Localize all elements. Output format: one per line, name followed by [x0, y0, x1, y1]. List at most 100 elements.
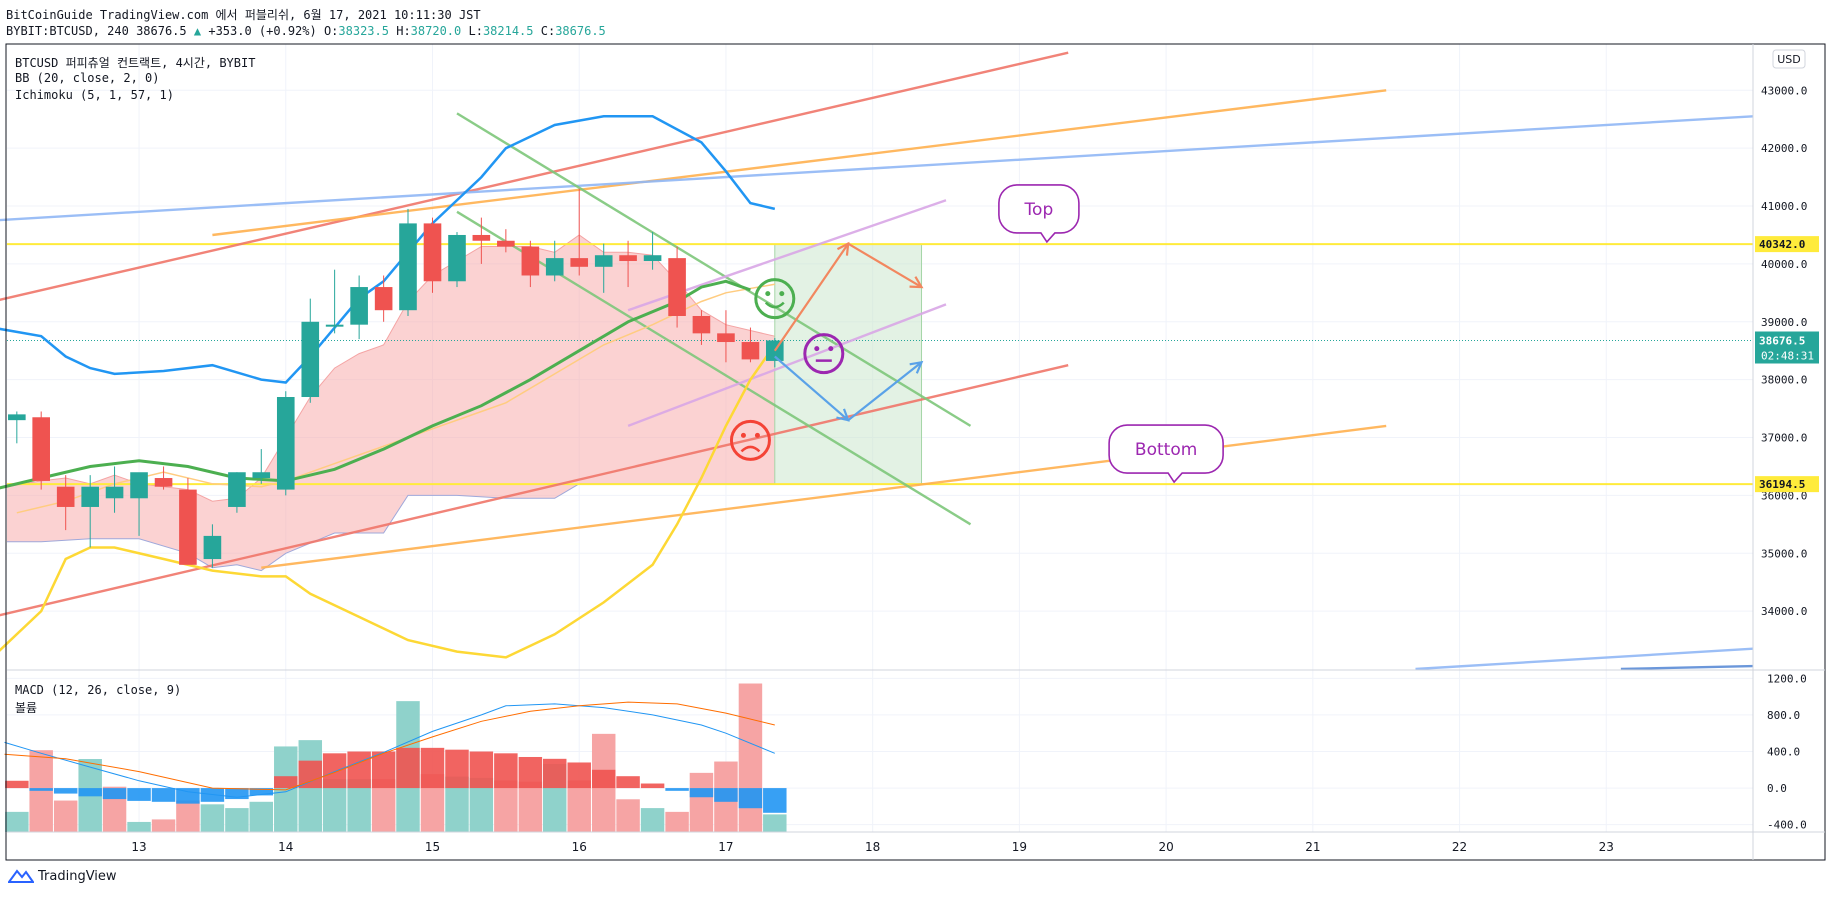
candle-body — [130, 472, 148, 499]
volume-bar — [371, 779, 396, 832]
last-price: 38676.5 — [136, 24, 187, 38]
volume-bar — [469, 777, 494, 832]
candle-body — [643, 255, 662, 262]
tradingview-logo[interactable]: TradingView — [8, 868, 117, 884]
candle-body — [374, 287, 393, 311]
candle-body — [301, 321, 320, 398]
volume-bar — [127, 821, 151, 832]
candle-body — [203, 535, 222, 560]
macd-histogram-bar — [29, 788, 53, 791]
macd-histogram-bar — [640, 783, 665, 789]
face-eye — [754, 432, 760, 438]
time-tick-label: 13 — [131, 840, 146, 854]
legend-bb[interactable]: BB (20, close, 2, 0) — [15, 71, 160, 85]
candle-body — [545, 258, 564, 276]
face-outline — [729, 419, 771, 461]
macd-histogram-bar — [298, 760, 323, 789]
arrow-head — [836, 241, 850, 256]
publish-info: BitCoinGuide TradingView.com 에서 퍼블리쉬, 6월… — [6, 8, 481, 22]
high-label: H: — [396, 24, 411, 38]
candle-body — [594, 255, 613, 267]
volume-bar — [347, 779, 371, 832]
macd-tick-label: 1200.0 — [1767, 672, 1807, 685]
candle-body — [81, 486, 99, 507]
legend-ichimoku[interactable]: Ichimoku (5, 1, 57, 1) — [15, 88, 174, 102]
trend-line — [456, 112, 972, 427]
volume-bar — [420, 774, 445, 832]
face-mouth — [764, 301, 785, 309]
outer-border — [5, 43, 1826, 861]
low-value: 38214.5 — [482, 24, 534, 38]
volume-bar — [689, 772, 714, 832]
candles — [8, 188, 784, 568]
volume-bar — [738, 683, 763, 832]
candle-body — [276, 397, 295, 490]
bb-lower-line — [0, 344, 776, 659]
candle-body — [154, 478, 173, 487]
macd-pane — [4, 683, 787, 832]
candle-body — [692, 315, 711, 334]
time-tick-label: 14 — [278, 840, 293, 854]
callout-label: Bottom — [1135, 440, 1197, 460]
macd-histogram-bar — [445, 749, 469, 789]
candle-body — [741, 342, 760, 360]
legend-macd[interactable]: MACD (12, 26, close, 9) — [15, 683, 182, 697]
candle-body — [179, 489, 197, 565]
legend-volume[interactable]: 볼륨 — [15, 701, 38, 715]
volume-bar — [29, 750, 53, 832]
cloud-fill — [7, 235, 775, 571]
price-tick-label: 36000.0 — [1761, 489, 1807, 502]
price-tick-label: 38000.0 — [1761, 374, 1807, 387]
volume-bar — [665, 811, 689, 832]
happy-face-icon — [754, 278, 796, 320]
macd-line — [4, 703, 775, 798]
volume-bar — [763, 814, 787, 832]
macd-histogram-bar — [274, 776, 298, 789]
trend-line — [212, 89, 1387, 237]
macd-histogram-bar — [689, 788, 714, 798]
open-label: O: — [323, 24, 339, 38]
arrow-head — [836, 408, 850, 422]
sad-face-icon — [729, 419, 771, 461]
time-tick-label: 15 — [425, 840, 440, 854]
face-eye — [740, 432, 746, 438]
macd-histogram-bar — [347, 751, 371, 789]
neutral-face-icon — [803, 333, 845, 375]
macd-histogram-bar — [542, 758, 567, 789]
price-labels: 40342.0 36194.5 38676.5 02:48:31 — [1755, 236, 1819, 493]
macd-histogram-bar — [494, 753, 518, 789]
low-label: L: — [468, 24, 483, 38]
macd-tick-label: 0.0 — [1767, 782, 1787, 795]
face-mouth — [740, 445, 761, 453]
candle-body — [717, 333, 735, 343]
price-tick-label: 35000.0 — [1761, 547, 1807, 560]
face-outline — [754, 278, 796, 320]
volume-bar — [225, 808, 249, 832]
candle-body — [521, 246, 540, 276]
macd-tick-label: 400.0 — [1767, 746, 1800, 759]
volume-bar — [640, 808, 665, 832]
horizontal-levels — [7, 243, 1753, 486]
volume-bar — [322, 779, 347, 832]
candle-body — [448, 234, 466, 282]
chart-title[interactable]: BTCUSD 퍼피츄얼 컨트랙트, 4시간, BYBIT — [15, 56, 256, 70]
candle-body — [105, 486, 124, 499]
candle-body — [252, 472, 271, 479]
time-tick-label: 23 — [1599, 840, 1614, 854]
time-tick-label: 19 — [1012, 840, 1027, 854]
up-arrow-icon: ▲ — [193, 24, 202, 38]
countdown-label: 02:48:31 — [1761, 349, 1814, 362]
volume-bar — [151, 819, 176, 832]
trend-line — [0, 51, 1069, 301]
macd-histogram-bar — [5, 780, 29, 789]
callouts: Top Bottom — [998, 184, 1224, 484]
ohlc-bar: BYBIT:BTCUSD, 240 38676.5 ▲ +353.0 (+0.9… — [6, 24, 606, 38]
tradingview-icon — [8, 869, 34, 883]
time-tick-label: 16 — [572, 840, 587, 854]
arrow-head — [909, 276, 924, 289]
last-price-box — [1755, 331, 1819, 364]
price-label-box — [1755, 236, 1819, 253]
scenario-rect — [774, 243, 923, 485]
currency-chip — [1772, 49, 1806, 69]
